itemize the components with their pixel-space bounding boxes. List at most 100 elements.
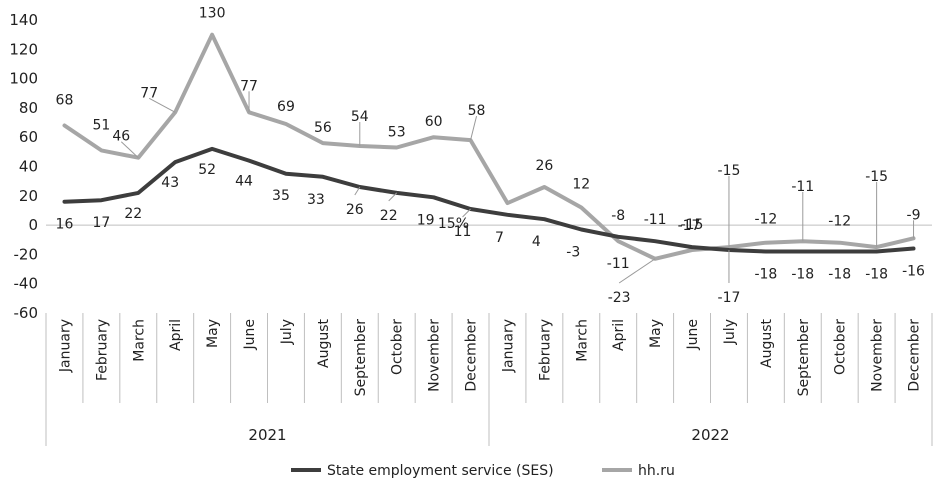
x-tick-label: January — [57, 319, 73, 373]
y-axis: -60 -40 -20 0 20 40 60 80 100 120 140 — [9, 11, 38, 322]
data-label-hh-ru: 68 — [56, 92, 74, 108]
data-label-ses: 43 — [161, 175, 179, 191]
y-tick-label: -40 — [14, 275, 39, 293]
x-tick-label: September — [353, 319, 369, 397]
y-tick-label: 140 — [9, 11, 38, 29]
data-label-hh-ru: 12 — [572, 177, 590, 193]
data-label-ses: 35 — [272, 188, 290, 204]
x-tick-label: February — [537, 319, 553, 381]
data-label-hh-ru: 53 — [388, 124, 406, 140]
x-tick-label: November — [427, 319, 443, 392]
data-label-hh-ru: 54 — [351, 109, 369, 125]
series-line-hh-ru — [62, 32, 916, 261]
data-label-ses: 52 — [198, 162, 216, 178]
y-tick-label: 60 — [19, 128, 38, 146]
year-group-label: 2021 — [248, 426, 286, 444]
data-label-ses: -18 — [791, 266, 814, 282]
x-tick-label: October — [390, 319, 406, 375]
x-tick-label: January — [500, 319, 516, 373]
series-line-ses — [62, 146, 916, 254]
x-tick-label: December — [464, 319, 480, 392]
leader-line — [618, 258, 656, 284]
x-tick-label: April — [611, 319, 627, 351]
data-label-hh-ru: -15 — [865, 169, 888, 185]
x-tick-label: June — [685, 319, 701, 351]
data-label-ses: -8 — [611, 208, 625, 224]
y-tick-label: -20 — [14, 245, 39, 263]
legend-label-ses: State employment service (SES) — [327, 463, 554, 479]
y-tick-label: 40 — [19, 158, 38, 176]
leader-line — [470, 116, 478, 141]
data-label-hh-ru: -9 — [907, 207, 921, 223]
data-label-ses: -18 — [754, 266, 777, 282]
data-label-ses: 16 — [56, 217, 74, 233]
y-tick-label: 100 — [9, 70, 38, 88]
data-label-ses: 44 — [235, 174, 253, 190]
leader-line — [462, 208, 471, 218]
x-tick-label: December — [907, 319, 923, 392]
x-tick-label: May — [648, 319, 664, 348]
x-axis: January February March April May June July Augu… — [45, 224, 933, 446]
data-label-ses: 22 — [380, 208, 398, 224]
data-label-hh-ru: -12 — [828, 214, 851, 230]
data-label-ses: -17 — [678, 218, 701, 234]
x-tick-label: March — [131, 319, 147, 362]
data-label-ses: -16 — [902, 264, 925, 280]
data-label-hh-ru: -15 — [681, 217, 704, 233]
data-label-hh-ru: 51 — [92, 117, 110, 133]
data-label-ses: -3 — [566, 244, 580, 260]
data-label-hh-ru: 56 — [314, 120, 332, 136]
data-label-hh-ru: -11 — [791, 179, 814, 195]
data-label-ses: 33 — [307, 192, 325, 208]
y-tick-label: 80 — [19, 99, 38, 117]
data-label-ses: 11 — [454, 224, 472, 240]
data-label-hh-ru: 77 — [140, 85, 158, 101]
data-label-hh-ru: 26 — [535, 158, 553, 174]
year-group-label: 2022 — [691, 426, 729, 444]
data-label-hh-ru: -15 — [718, 163, 741, 179]
data-label-ses: -17 — [718, 290, 741, 306]
data-label-hh-ru: 15% — [438, 216, 469, 232]
legend-label-hh-ru: hh.ru — [638, 463, 675, 479]
data-label-hh-ru: 46 — [112, 129, 130, 145]
data-label-ses: 7 — [495, 230, 504, 246]
x-tick-label: April — [168, 319, 184, 351]
y-tick-label: -60 — [14, 304, 39, 322]
data-label-hh-ru: 77 — [240, 78, 258, 94]
leader-line — [354, 186, 361, 196]
data-label-hh-ru: -12 — [754, 212, 777, 228]
x-tick-label: August — [316, 318, 332, 368]
leader-line — [120, 141, 139, 159]
leader-line — [388, 192, 398, 202]
x-tick-label: February — [94, 319, 110, 381]
x-tick-label: March — [574, 319, 590, 362]
data-label-ses: -18 — [828, 266, 851, 282]
legend: State employment service (SES) hh.ru — [291, 463, 675, 479]
y-tick-label: 0 — [28, 216, 38, 234]
data-label-ses: 22 — [124, 206, 142, 222]
data-label-ses: -18 — [865, 266, 888, 282]
leader-line — [148, 97, 176, 113]
x-tick-label: June — [242, 319, 258, 351]
x-tick-label: September — [796, 319, 812, 397]
data-label-ses: -11 — [644, 212, 667, 228]
x-tick-label: July — [279, 319, 295, 345]
data-label-hh-ru: 69 — [277, 99, 295, 115]
data-label-ses: 17 — [92, 215, 110, 231]
data-label-ses: 4 — [532, 234, 541, 250]
x-tick-label: November — [870, 319, 886, 392]
data-label-hh-ru: -11 — [607, 256, 630, 272]
data-label-hh-ru: 58 — [468, 103, 486, 119]
data-label-hh-ru: 130 — [199, 6, 226, 22]
x-tick-label: July — [722, 319, 738, 345]
x-tick-label: August — [759, 318, 775, 368]
data-label-ses: 19 — [417, 212, 435, 228]
x-tick-label: May — [205, 319, 221, 348]
data-label-ses: 26 — [346, 202, 364, 218]
y-tick-label: 120 — [9, 40, 38, 58]
y-tick-label: 20 — [19, 187, 38, 205]
data-label-hh-ru: 60 — [425, 114, 443, 130]
series-lines — [62, 32, 916, 261]
